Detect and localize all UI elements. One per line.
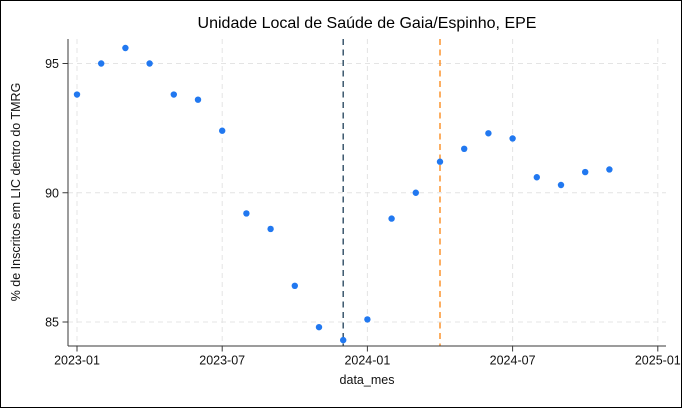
x-tick-label: 2024-01 [344, 354, 390, 368]
data-point [557, 181, 565, 189]
x-tick-label: 2024-07 [490, 354, 536, 368]
data-point [436, 158, 444, 165]
data-point [388, 215, 395, 222]
chart-title: Unidade Local de Saúde de Gaia/Espinho, … [198, 15, 537, 32]
y-tick-label: 90 [45, 186, 59, 200]
vline-layer [342, 39, 441, 346]
data-point [340, 336, 347, 344]
data-point [485, 130, 492, 137]
x-axis-label: data_mes [340, 373, 395, 387]
y-axis-label: % de Inscritos em LIC dentro do TMRG [9, 83, 23, 302]
data-point [315, 323, 323, 331]
y-tick-label: 85 [45, 316, 59, 330]
data-point [73, 91, 81, 98]
axis-layer: 85 90 95 2023-01 2023-07 2024-01 2024-07 2025-0… [45, 39, 681, 368]
grid-layer [68, 39, 666, 346]
x-tick-label: 2025-01 [635, 354, 681, 368]
data-point [606, 166, 613, 173]
x-tick-label: 2023-01 [54, 354, 100, 368]
data-point [582, 168, 589, 176]
data-point [533, 174, 540, 181]
x-tick-label: 2023-07 [199, 354, 245, 368]
data-point [194, 96, 202, 103]
data-point [122, 44, 129, 52]
data-point [291, 282, 298, 290]
data-point [98, 60, 105, 67]
data-point [146, 60, 153, 67]
y-tick-label: 95 [45, 57, 59, 71]
data-point [412, 189, 419, 196]
data-point [243, 210, 250, 217]
data-point [461, 145, 468, 153]
data-point [509, 135, 516, 142]
data-point [267, 225, 274, 233]
point-layer [73, 44, 613, 344]
data-point [170, 91, 177, 98]
data-point [219, 127, 226, 134]
data-point [364, 316, 371, 323]
